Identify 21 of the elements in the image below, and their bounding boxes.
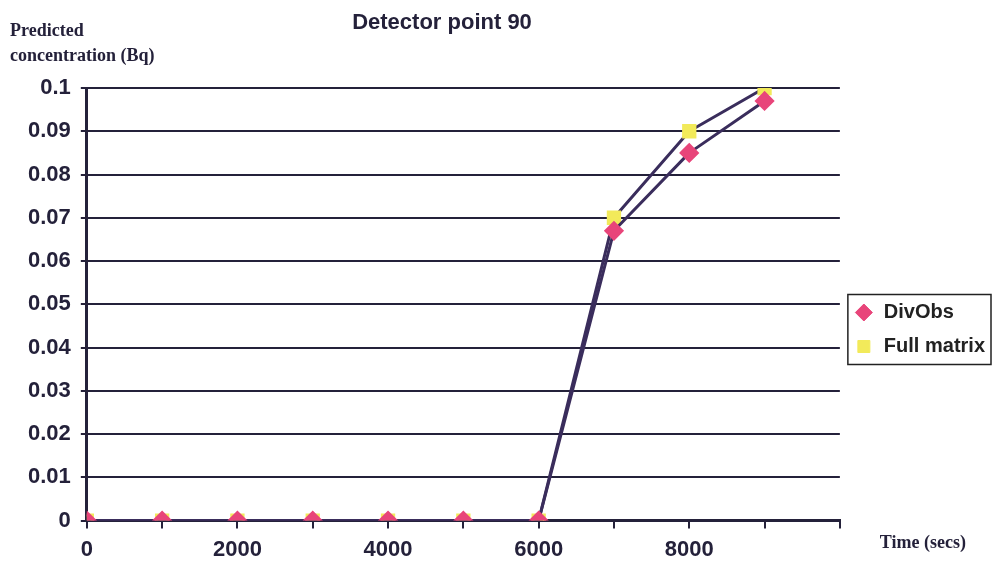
- y-tick-label: 0.03: [27, 376, 71, 402]
- y-tick-label: 0.04: [27, 333, 72, 359]
- x-tick-label: 4000: [363, 535, 413, 561]
- y-tick-label: 0.08: [27, 160, 71, 186]
- x-tick-label: 0: [80, 535, 93, 561]
- y-axis-title: Predicted concentration (Bq): [10, 19, 155, 66]
- x-tick-label: 8000: [664, 535, 714, 561]
- y-tick-label: 0.01: [27, 463, 71, 489]
- chart-title: Detector point 90: [352, 9, 532, 35]
- y-tick-label: 0.06: [27, 247, 71, 273]
- y-tick-label: 0.05: [27, 290, 71, 316]
- x-tick-label: 2000: [212, 535, 262, 561]
- y-tick-label: 0.02: [27, 420, 71, 446]
- y-tick-label: 0: [58, 506, 71, 532]
- y-tick-label: 0.1: [40, 74, 71, 100]
- legend-label: DivObs: [883, 300, 954, 323]
- x-axis-title: Time (secs): [879, 532, 967, 554]
- y-tick-label: 0.09: [27, 117, 71, 143]
- legend-label: Full matrix: [883, 334, 986, 357]
- x-tick-label: 6000: [514, 535, 564, 561]
- y-tick-label: 0.07: [27, 203, 71, 229]
